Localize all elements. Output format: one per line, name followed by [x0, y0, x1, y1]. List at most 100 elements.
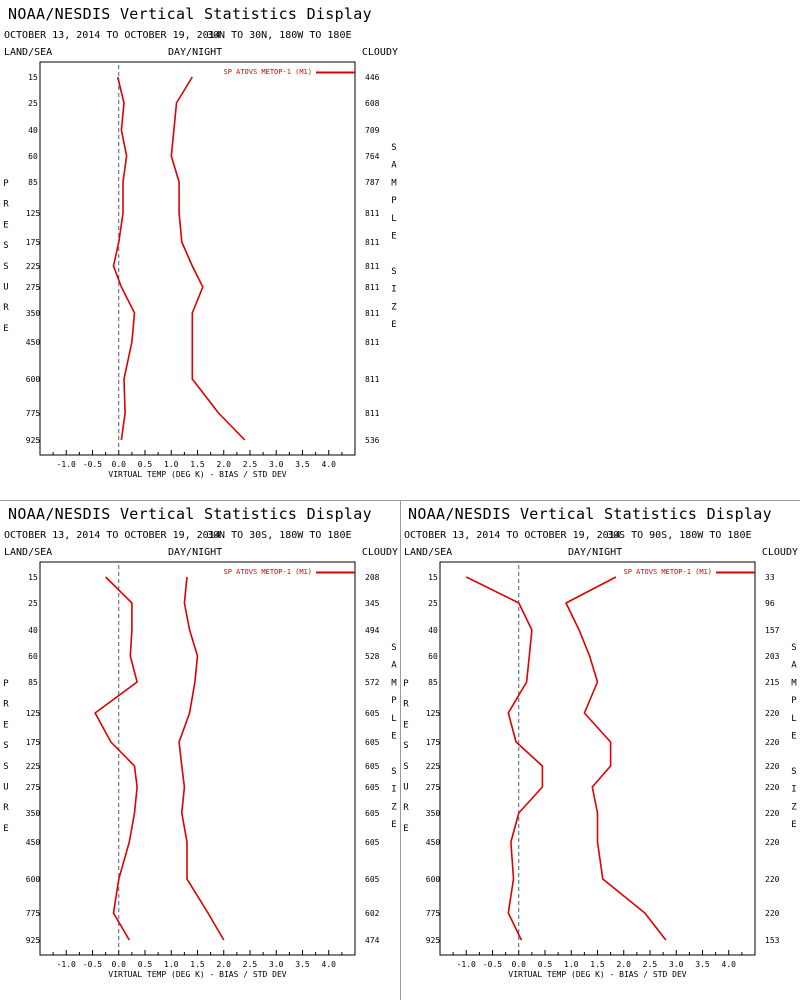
x-tick-label: 3.0	[669, 960, 684, 969]
sample-size-label: 220	[765, 709, 780, 718]
std-dev-line	[170, 76, 246, 441]
right-axis-label: M	[391, 678, 397, 688]
y-axis-label: E	[3, 220, 8, 230]
std-dev-line	[178, 576, 225, 941]
right-axis-label: I	[391, 785, 396, 795]
right-axis-label: E	[391, 820, 396, 830]
panel-date-range: OCTOBER 13, 2014 TO OCTOBER 19, 2014	[4, 30, 221, 41]
pressure-level-label: 40	[428, 626, 438, 635]
y-axis-label: R	[3, 200, 9, 210]
legend-label: SP ATOVS METOP-1 (M1)	[623, 568, 712, 576]
cloudy-label: CLOUDY	[361, 547, 398, 558]
right-axis-label: A	[791, 661, 797, 671]
y-axis-label: R	[403, 803, 409, 813]
sample-size-label: 474	[365, 936, 380, 945]
right-axis-label: P	[391, 696, 397, 706]
right-axis-label: E	[391, 320, 396, 330]
y-axis-label: U	[3, 283, 8, 293]
x-tick-label: 1.5	[590, 960, 605, 969]
sample-size-label: 811	[365, 283, 380, 292]
pressure-level-label: 175	[26, 738, 41, 747]
x-tick-label: -1.0	[57, 960, 76, 969]
pressure-level-label: 175	[26, 238, 41, 247]
y-axis-label: S	[403, 762, 408, 772]
right-axis-label: S	[391, 767, 396, 777]
chart-panel-1: NOAA/NESDIS Vertical Statistics Display …	[0, 0, 400, 500]
pressure-level-label: 350	[26, 809, 41, 818]
sample-size-label: 709	[365, 126, 380, 135]
pressure-level-label: 85	[28, 678, 38, 687]
sample-size-label: 605	[365, 875, 380, 884]
sample-size-label: 811	[365, 338, 380, 347]
right-axis-label: E	[791, 732, 796, 742]
y-axis-label: S	[3, 262, 8, 272]
bias-line	[465, 576, 544, 941]
x-axis-label: VIRTUAL TEMP (DEG K) - BIAS / STD DEV	[508, 970, 686, 979]
right-axis-label: S	[391, 643, 396, 653]
pressure-level-label: 25	[28, 599, 38, 608]
pressure-level-label: 40	[28, 626, 38, 635]
sample-size-label: 605	[365, 783, 380, 792]
right-axis-label: L	[791, 714, 796, 724]
x-tick-label: 0.0	[512, 960, 527, 969]
x-tick-label: 4.0	[322, 460, 337, 469]
sample-size-label: 605	[365, 709, 380, 718]
land-sea-label: LAND/SEA	[4, 547, 53, 558]
pressure-level-label: 15	[428, 573, 438, 582]
x-tick-label: 1.5	[190, 960, 205, 969]
pressure-level-label: 925	[426, 936, 441, 945]
x-tick-label: 1.5	[190, 460, 205, 469]
cloudy-label: CLOUDY	[361, 47, 398, 58]
vertical-stats-chart: -1.0 -0.5 0.0 0.5 1.0 1.5 2.0 2.5 3.0 3.5 4.0 VIRTU…	[403, 561, 797, 979]
pressure-level-label: 15	[28, 573, 38, 582]
y-axis-label: P	[3, 179, 9, 189]
sample-size-label: 605	[365, 809, 380, 818]
right-axis-label: S	[791, 643, 796, 653]
y-axis-label: E	[3, 824, 8, 834]
x-tick-label: 3.0	[269, 960, 284, 969]
pressure-level-label: 225	[426, 762, 441, 771]
x-tick-label: 1.0	[164, 460, 179, 469]
sample-size-label: 608	[365, 99, 380, 108]
x-tick-label: 4.0	[322, 960, 337, 969]
y-axis-label: E	[403, 720, 408, 730]
x-tick-label: 3.5	[695, 960, 710, 969]
sample-size-label: 811	[365, 409, 380, 418]
pressure-level-label: 60	[428, 652, 438, 661]
sample-size-label: 787	[365, 178, 380, 187]
sample-size-label: 220	[765, 909, 780, 918]
pressure-level-label: 600	[426, 875, 441, 884]
panel-title: NOAA/NESDIS Vertical Statistics Display	[8, 5, 372, 23]
legend-label: SP ATOVS METOP-1 (M1)	[223, 568, 312, 576]
sample-size-label: 605	[365, 762, 380, 771]
x-tick-label: 2.5	[243, 460, 258, 469]
pressure-level-label: 775	[26, 409, 41, 418]
y-axis-label: S	[3, 741, 8, 751]
pressure-level-label: 225	[26, 262, 41, 271]
sample-size-label: 220	[765, 838, 780, 847]
panel-region: 30N TO 30N, 180W TO 180E	[207, 30, 352, 41]
pressure-level-label: 275	[26, 283, 41, 292]
y-axis-label: R	[3, 303, 9, 313]
pressure-level-label: 775	[426, 909, 441, 918]
sample-size-label: 494	[365, 626, 380, 635]
x-tick-label: 0.0	[112, 460, 127, 469]
pressure-level-label: 600	[26, 375, 41, 384]
pressure-level-label: 60	[28, 152, 38, 161]
right-axis-label: Z	[391, 802, 397, 812]
sample-size-label: 96	[765, 599, 775, 608]
plot-frame	[439, 561, 756, 956]
day-night-label: DAY/NIGHT	[168, 47, 223, 58]
x-tick-label: -1.0	[57, 460, 76, 469]
legend: SP ATOVS METOP-1 (M1)	[223, 68, 355, 76]
y-axis-label: P	[3, 679, 9, 689]
y-axis-label: E	[3, 720, 8, 730]
right-axis-label: E	[391, 232, 396, 242]
chart-panel-2: NOAA/NESDIS Vertical Statistics Display …	[0, 500, 400, 1000]
land-sea-label: LAND/SEA	[4, 47, 53, 58]
panel-title: NOAA/NESDIS Vertical Statistics Display	[408, 505, 772, 523]
sample-size-label: 220	[765, 762, 780, 771]
sample-size-label: 203	[765, 652, 780, 661]
sample-size-label: 811	[365, 309, 380, 318]
sample-size-label: 220	[765, 783, 780, 792]
